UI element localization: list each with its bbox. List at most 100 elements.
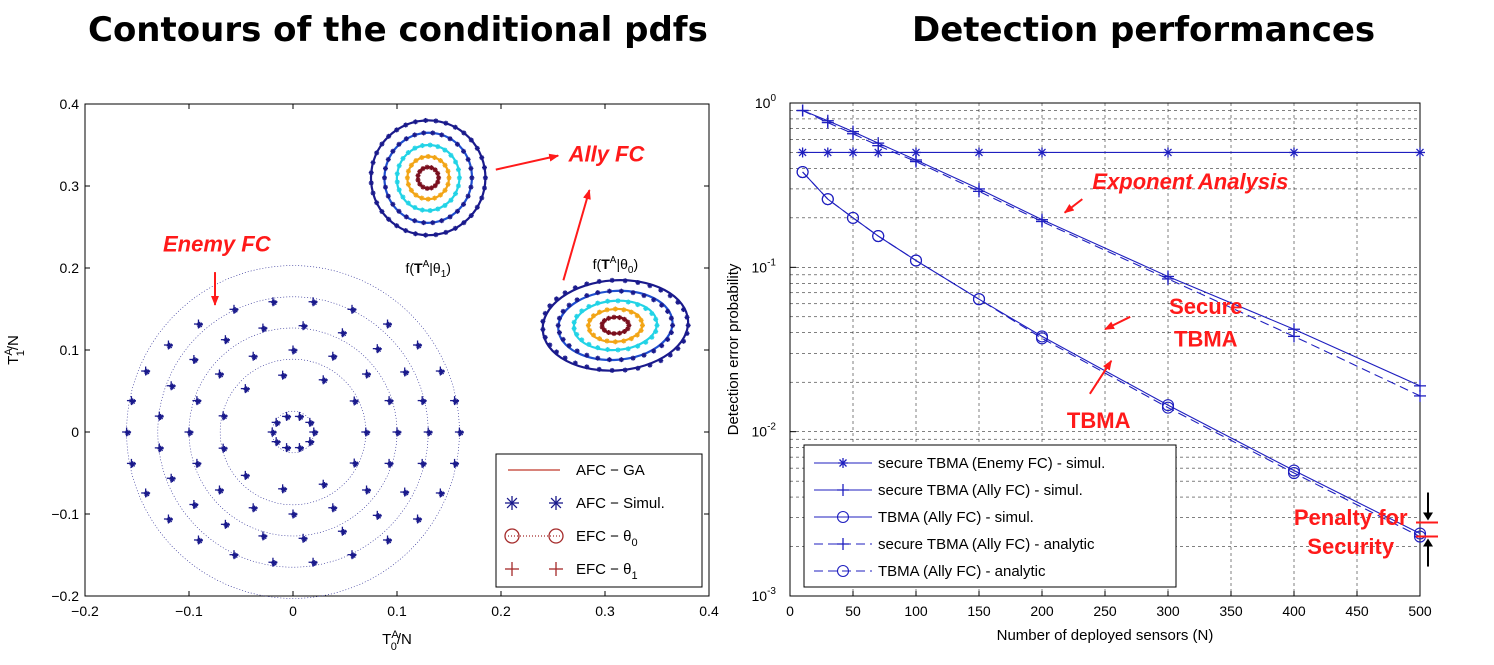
- ally-contour-point: [428, 185, 434, 191]
- marker-stroke: [823, 148, 832, 157]
- enemy-contour-point: [457, 429, 464, 436]
- marker-stroke: [638, 318, 644, 323]
- ally-contour-point: [649, 334, 655, 340]
- series-path: [802, 171, 1421, 535]
- marker-stroke: [609, 368, 615, 373]
- marker-stroke: [606, 316, 611, 321]
- marker-stroke: [195, 461, 201, 467]
- marker-stroke: [379, 141, 385, 147]
- ally-contour-point: [556, 315, 562, 321]
- ally-contour-point: [468, 165, 474, 171]
- ally-contour-point: [635, 365, 641, 371]
- marker-stroke: [167, 517, 173, 523]
- ally-contour-point: [605, 298, 611, 304]
- ally-contour-point: [427, 208, 433, 214]
- x-axis-label: TA 0/N: [382, 629, 412, 653]
- marker-stroke: [291, 512, 297, 518]
- marker-stroke: [595, 290, 600, 295]
- marker-stroke: [651, 348, 656, 354]
- ally-contour-point: [595, 345, 601, 351]
- marker-stroke: [370, 160, 376, 165]
- ally-contour-point: [571, 319, 577, 325]
- enemy-contour-point: [169, 383, 176, 390]
- marker-stroke: [591, 313, 596, 318]
- ally-contour-point: [439, 132, 445, 138]
- marker-stroke: [635, 313, 640, 318]
- ally-contour-point: [584, 352, 590, 358]
- enemy-contour-point: [438, 368, 445, 375]
- ally-contour-point: [628, 309, 634, 315]
- marker-stroke: [420, 207, 425, 213]
- ally-contour-point: [432, 155, 438, 161]
- ally-contour-point: [554, 349, 560, 355]
- marker-stroke: [197, 538, 203, 544]
- marker-stroke: [621, 307, 626, 313]
- ally-contour-point: [445, 168, 451, 174]
- marker-stroke: [432, 167, 438, 173]
- marker-stroke: [424, 164, 430, 170]
- marker-stroke: [438, 491, 445, 497]
- marker-stroke: [626, 346, 631, 352]
- marker-stroke: [312, 430, 318, 436]
- enemy-contour-point: [301, 323, 308, 330]
- marker-stroke: [192, 357, 198, 363]
- marker-stroke: [669, 316, 674, 321]
- marker-stroke: [455, 142, 460, 147]
- y-axis-label: TA1/N: [3, 335, 27, 365]
- marker-stroke: [420, 461, 426, 467]
- y-tick-label: −0.2: [51, 588, 79, 604]
- ally-contour-point: [617, 330, 623, 336]
- ally-contour-point: [403, 214, 409, 220]
- marker-stroke: [453, 125, 458, 130]
- marker-stroke: [406, 200, 411, 206]
- marker-stroke: [638, 328, 644, 333]
- enemy-contour-point: [284, 414, 291, 421]
- marker-stroke: [420, 143, 425, 148]
- ally-contour-point: [382, 184, 388, 190]
- marker-stroke: [375, 513, 382, 519]
- data-point: [821, 193, 834, 206]
- ally-contour-point: [643, 306, 649, 312]
- legend-marker: [837, 538, 849, 550]
- ally-contour-group: [540, 277, 691, 373]
- marker-stroke: [271, 299, 277, 306]
- enemy-contour-point: [364, 429, 370, 436]
- data-point: [910, 155, 922, 168]
- ally-contour-point: [596, 278, 602, 284]
- marker-stroke: [605, 347, 610, 352]
- ally-contour-point: [681, 307, 687, 313]
- data-point: [973, 185, 985, 198]
- enemy-contour-point: [192, 357, 199, 364]
- marker-stroke: [281, 373, 287, 379]
- marker-stroke: [403, 228, 408, 233]
- marker-stroke: [647, 283, 653, 288]
- ally-contour-point: [651, 297, 657, 303]
- ally-contour-point: [439, 218, 445, 224]
- ally-contour-point: [436, 175, 442, 181]
- marker-stroke: [613, 339, 618, 345]
- ally-contour-point: [572, 285, 578, 291]
- marker-stroke: [448, 153, 454, 158]
- marker-stroke: [374, 150, 379, 156]
- enemy-contour-point: [251, 505, 258, 512]
- ally-contour-point: [605, 347, 611, 353]
- marker-stroke: [560, 337, 566, 342]
- y-tick-label: 10-3: [752, 586, 777, 604]
- ally-contour-point: [368, 180, 374, 186]
- data-point: [1036, 215, 1048, 228]
- marker-stroke: [433, 232, 439, 237]
- ally-contour-point: [574, 348, 580, 354]
- marker-stroke: [659, 343, 664, 348]
- ally-contour-point: [547, 303, 553, 309]
- ally-contour-point: [584, 364, 590, 370]
- enemy-contour-point: [217, 487, 224, 494]
- enemy-contour-point: [221, 445, 228, 452]
- enemy-contour-point: [352, 398, 359, 405]
- enemy-contour-point: [387, 461, 394, 468]
- marker-stroke: [224, 337, 230, 344]
- enemy-contour-point: [166, 516, 173, 523]
- ally-contour-point: [574, 313, 580, 319]
- ally-contour-point: [474, 145, 480, 151]
- marker-stroke: [298, 445, 304, 451]
